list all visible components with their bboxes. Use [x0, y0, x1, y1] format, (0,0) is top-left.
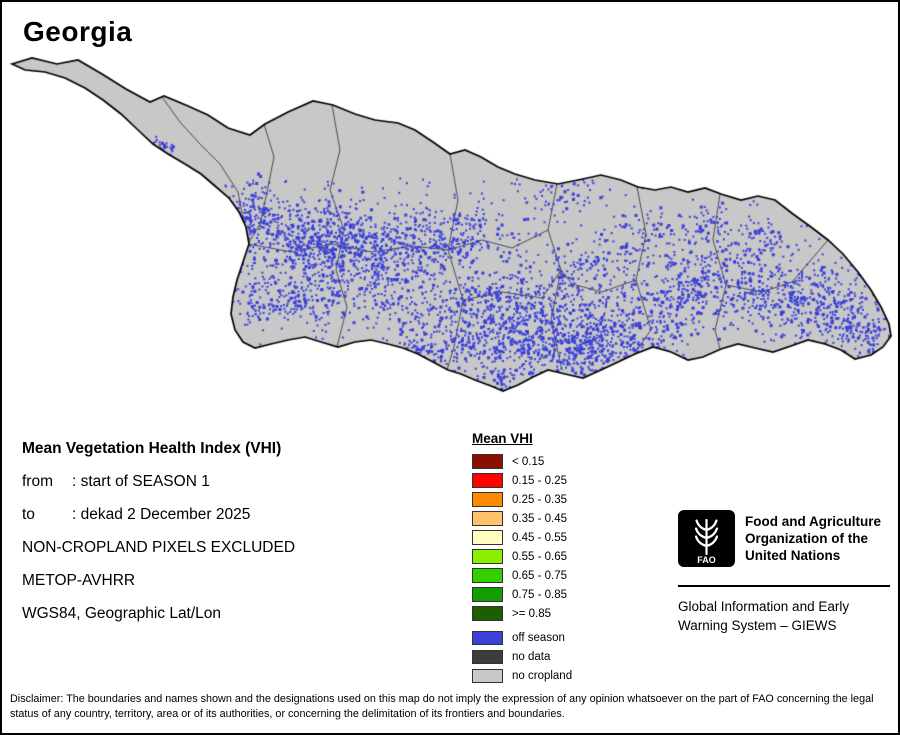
legend-extra: off season no data no cropland	[472, 631, 572, 683]
legend-class-row: >= 0.85	[472, 606, 572, 621]
nocropland-swatch	[472, 669, 503, 683]
from-line: from: start of SEASON 1	[22, 473, 210, 490]
legend-swatch	[472, 454, 503, 469]
page-title: Georgia	[23, 16, 133, 47]
projection-line: WGS84, Geographic Lat/Lon	[22, 605, 222, 622]
legend-swatch	[472, 549, 503, 564]
fao-logo-mark: FAO	[697, 555, 716, 565]
noncropland-line: NON-CROPLAND PIXELS EXCLUDED	[22, 539, 296, 556]
legend-class-row: 0.45 - 0.55	[472, 530, 572, 545]
legend-class-label: 0.45 - 0.55	[512, 531, 567, 544]
fao-header: FAO Food and Agriculture Organization of…	[678, 510, 890, 567]
legend-class-label: 0.65 - 0.75	[512, 569, 567, 582]
legend-class-row: 0.65 - 0.75	[472, 568, 572, 583]
legend: Mean VHI < 0.15 0.15 - 0.25 0.25 - 0.35 …	[472, 431, 572, 688]
legend-class-row: 0.25 - 0.35	[472, 492, 572, 507]
legend-swatch	[472, 587, 503, 602]
legend-class-label: 0.75 - 0.85	[512, 588, 567, 601]
legend-class-label: 0.55 - 0.65	[512, 550, 567, 563]
offseason-label: off season	[512, 632, 565, 644]
nocropland-label: no cropland	[512, 670, 573, 682]
legend-nodata-row: no data	[472, 650, 572, 664]
legend-nocropland-row: no cropland	[472, 669, 572, 683]
legend-swatch	[472, 473, 503, 488]
vhi-heading: Mean Vegetation Health Index (VHI)	[22, 440, 282, 457]
legend-class-row: < 0.15	[472, 454, 572, 469]
fao-org-name: Food and Agriculture Organization of the…	[745, 514, 881, 563]
legend-swatch	[472, 511, 503, 526]
sensor-line: METOP-AVHRR	[22, 572, 136, 589]
legend-swatch	[472, 568, 503, 583]
legend-class-row: 0.75 - 0.85	[472, 587, 572, 602]
legend-swatch	[472, 606, 503, 621]
legend-class-row: 0.35 - 0.45	[472, 511, 572, 526]
nodata-label: no data	[512, 651, 551, 663]
to-line: to: dekad 2 December 2025	[22, 506, 251, 523]
legend-offseason-row: off season	[472, 631, 572, 645]
georgia-map	[2, 2, 898, 432]
legend-class-row: 0.55 - 0.65	[472, 549, 572, 564]
legend-swatch	[472, 530, 503, 545]
fao-divider	[678, 585, 890, 587]
legend-class-label: 0.25 - 0.35	[512, 493, 567, 506]
legend-class-row: 0.15 - 0.25	[472, 473, 572, 488]
fao-block: FAO Food and Agriculture Organization of…	[678, 510, 890, 635]
offseason-swatch	[472, 631, 503, 645]
map-metadata: Mean Vegetation Health Index (VHI) from:…	[22, 440, 295, 638]
legend-classes: < 0.15 0.15 - 0.25 0.25 - 0.35 0.35 - 0.…	[472, 454, 572, 621]
disclaimer-text: Disclaimer: The boundaries and names sho…	[10, 693, 874, 720]
nodata-swatch	[472, 650, 503, 664]
legend-title: Mean VHI	[472, 431, 533, 446]
giews-label: Global Information and Early Warning Sys…	[678, 599, 850, 633]
legend-class-label: 0.15 - 0.25	[512, 474, 567, 487]
legend-class-label: < 0.15	[512, 455, 545, 468]
fao-logo: FAO	[678, 510, 735, 567]
legend-class-label: >= 0.85	[512, 607, 552, 620]
legend-swatch	[472, 492, 503, 507]
legend-class-label: 0.35 - 0.45	[512, 512, 567, 525]
